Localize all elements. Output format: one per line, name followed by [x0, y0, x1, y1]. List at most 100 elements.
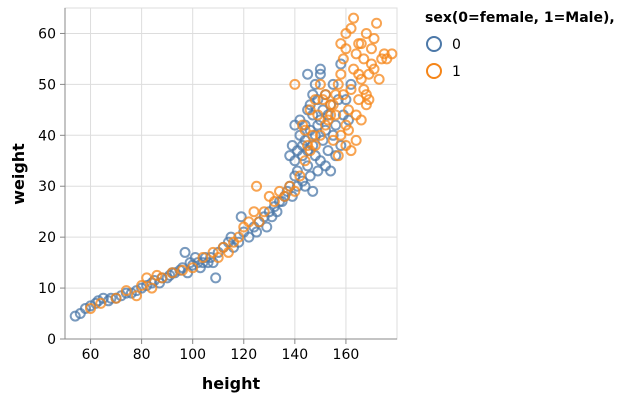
data-point-series-1 [309, 94, 321, 106]
data-point-series-1 [243, 216, 255, 228]
data-point-series-1 [350, 109, 362, 121]
data-points [69, 12, 398, 322]
data-point-series-1 [95, 297, 107, 309]
x-tick-label: 100 [179, 347, 206, 363]
legend-title: sex(0=female, 1=Male), [425, 10, 615, 26]
data-point-series-1 [317, 94, 329, 106]
data-point-series-1 [85, 302, 97, 314]
data-point-series-0 [235, 211, 247, 223]
data-point-series-1 [212, 252, 224, 264]
data-point-series-1 [325, 99, 337, 111]
data-point-series-1 [309, 139, 321, 151]
data-point-series-1 [348, 12, 360, 24]
data-point-series-1 [350, 134, 362, 146]
data-point-series-1 [304, 104, 316, 116]
data-point-series-1 [332, 78, 344, 90]
data-point-series-1 [373, 73, 385, 85]
legend: sex(0=female, 1=Male), 0 1 [425, 10, 615, 80]
data-point-series-1 [365, 43, 377, 55]
data-point-series-1 [176, 264, 188, 276]
x-tick-label: 80 [133, 347, 151, 363]
data-point-series-1 [251, 180, 263, 192]
x-tick-label: 160 [333, 347, 360, 363]
data-point-series-1 [335, 38, 347, 50]
data-point-series-1 [156, 272, 168, 284]
data-point-series-1 [197, 252, 209, 264]
data-point-series-0 [307, 185, 319, 197]
data-point-series-1 [330, 109, 342, 121]
data-point-series-1 [353, 68, 365, 80]
data-point-series-1 [307, 129, 319, 141]
data-point-series-0 [327, 129, 339, 141]
data-point-series-0 [330, 119, 342, 131]
data-point-series-1 [268, 196, 280, 208]
data-point-series-1 [314, 129, 326, 141]
y-tick-label: 20 [38, 230, 56, 246]
legend-label: 0 [452, 37, 461, 53]
data-point-series-1 [360, 27, 372, 39]
y-tick-label: 40 [38, 128, 56, 144]
data-point-series-1 [342, 124, 354, 136]
data-point-series-1 [141, 272, 153, 284]
data-point-series-1 [330, 89, 342, 101]
data-point-series-1 [110, 292, 122, 304]
data-point-series-1 [332, 150, 344, 162]
data-point-series-1 [299, 155, 311, 167]
data-point-series-0 [325, 165, 337, 177]
data-point-series-1 [342, 104, 354, 116]
data-point-series-1 [363, 94, 375, 106]
data-point-series-0 [322, 145, 334, 157]
data-point-series-1 [166, 267, 178, 279]
x-axis-title: height [202, 374, 261, 393]
data-point-series-1 [355, 38, 367, 50]
data-point-series-1 [335, 68, 347, 80]
data-point-series-1 [345, 22, 357, 34]
data-point-series-0 [314, 68, 326, 80]
data-point-series-1 [337, 89, 349, 101]
data-point-series-1 [358, 83, 370, 95]
data-point-series-0 [243, 231, 255, 243]
x-tick-label: 140 [281, 347, 308, 363]
data-point-series-1 [289, 78, 301, 90]
data-point-series-0 [302, 68, 314, 80]
axes: 60 80 100 120 140 160 0 10 20 30 40 50 60 [38, 8, 397, 363]
y-axis-title: weight [9, 143, 28, 205]
data-point-series-0 [327, 78, 339, 90]
data-point-series-0 [271, 206, 283, 218]
data-point-series-1 [258, 206, 270, 218]
data-point-series-1 [314, 78, 326, 90]
data-point-series-0 [105, 292, 117, 304]
data-point-series-1 [368, 33, 380, 45]
data-point-series-1 [297, 119, 309, 131]
data-point-series-1 [131, 290, 143, 302]
data-point-series-1 [248, 206, 260, 218]
data-point-series-0 [261, 221, 273, 233]
data-point-series-1 [337, 53, 349, 65]
data-point-series-0 [345, 78, 357, 90]
data-point-series-1 [294, 170, 306, 182]
data-point-series-1 [371, 17, 383, 29]
data-point-series-1 [335, 129, 347, 141]
data-point-series-0 [286, 139, 298, 151]
legend-symbol [426, 63, 442, 79]
data-point-series-0 [314, 63, 326, 75]
data-point-series-1 [340, 139, 352, 151]
data-point-series-0 [309, 78, 321, 90]
data-point-series-1 [327, 134, 339, 146]
data-point-series-1 [386, 48, 398, 60]
data-point-series-1 [222, 246, 234, 258]
y-tick-label: 10 [38, 281, 56, 297]
data-point-series-1 [302, 139, 314, 151]
legend-label: 1 [452, 64, 461, 80]
y-tick-label: 30 [38, 179, 56, 195]
data-point-series-0 [210, 272, 222, 284]
data-point-series-0 [233, 236, 245, 248]
data-point-series-0 [284, 150, 296, 162]
data-point-series-1 [187, 262, 199, 274]
data-point-series-1 [322, 114, 334, 126]
data-point-series-1 [289, 185, 301, 197]
data-point-series-1 [312, 109, 324, 121]
data-point-series-0 [335, 139, 347, 151]
y-tick-label: 60 [38, 26, 56, 42]
